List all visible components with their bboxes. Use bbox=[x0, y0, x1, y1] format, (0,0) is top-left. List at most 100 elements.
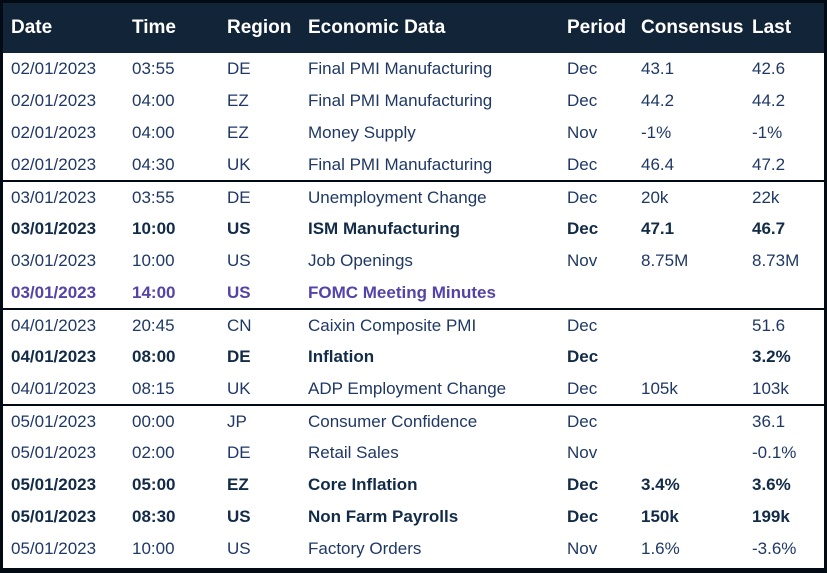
cell-period: Dec bbox=[567, 53, 641, 85]
cell-economic-data: Final PMI Manufacturing bbox=[308, 149, 567, 181]
cell-economic-data: Final PMI Manufacturing bbox=[308, 85, 567, 117]
cell-period: Nov bbox=[567, 117, 641, 149]
cell-period: Dec bbox=[567, 308, 641, 341]
cell-last: 103k bbox=[752, 373, 824, 405]
cell-economic-data: Final PMI Manufacturing bbox=[308, 53, 567, 85]
cell-time: 08:15 bbox=[132, 373, 227, 405]
cell-consensus: 47.1 bbox=[641, 213, 752, 245]
cell-last: -1% bbox=[752, 117, 824, 149]
cell-region: JP bbox=[227, 404, 308, 437]
cell-time: 03:55 bbox=[132, 53, 227, 85]
cell-consensus bbox=[641, 404, 752, 437]
cell-period: Dec bbox=[567, 469, 641, 501]
cell-date: 03/01/2023 bbox=[3, 213, 132, 245]
cell-region: US bbox=[227, 245, 308, 277]
cell-period: Dec bbox=[567, 213, 641, 245]
cell-last: 36.1 bbox=[752, 404, 824, 437]
cell-time: 02:00 bbox=[132, 437, 227, 469]
cell-period: Dec bbox=[567, 85, 641, 117]
cell-consensus bbox=[641, 308, 752, 341]
cell-region: EZ bbox=[227, 117, 308, 149]
table-row: 03/01/2023 10:00 US ISM Manufacturing De… bbox=[3, 213, 824, 245]
cell-last: -3.6% bbox=[752, 533, 824, 565]
cell-region: UK bbox=[227, 373, 308, 405]
cell-economic-data: ISM Manufacturing bbox=[308, 213, 567, 245]
cell-region: DE bbox=[227, 53, 308, 85]
cell-region: US bbox=[227, 277, 308, 309]
cell-period: Dec bbox=[567, 180, 641, 213]
cell-consensus bbox=[641, 341, 752, 373]
cell-date: 04/01/2023 bbox=[3, 373, 132, 405]
table-row: 05/01/2023 02:00 DE Retail Sales Nov -0.… bbox=[3, 437, 824, 469]
cell-last: 8.73M bbox=[752, 245, 824, 277]
cell-economic-data: Unemployment Change bbox=[308, 180, 567, 213]
cell-time: 14:00 bbox=[132, 277, 227, 309]
cell-economic-data: Job Openings bbox=[308, 245, 567, 277]
cell-region: US bbox=[227, 213, 308, 245]
cell-date: 03/01/2023 bbox=[3, 277, 132, 309]
cell-economic-data: Factory Orders bbox=[308, 533, 567, 565]
cell-time: 10:00 bbox=[132, 533, 227, 565]
cell-date: 03/01/2023 bbox=[3, 180, 132, 213]
cell-date: 04/01/2023 bbox=[3, 341, 132, 373]
cell-time: 10:00 bbox=[132, 213, 227, 245]
cell-last: 3.2% bbox=[752, 341, 824, 373]
cell-date: 04/01/2023 bbox=[3, 308, 132, 341]
table-row: 05/01/2023 05:00 EZ Core Inflation Dec 3… bbox=[3, 469, 824, 501]
cell-time: 04:00 bbox=[132, 85, 227, 117]
cell-region: DE bbox=[227, 180, 308, 213]
cell-last: 46.7 bbox=[752, 213, 824, 245]
cell-period: Dec bbox=[567, 501, 641, 533]
table-row: 04/01/2023 08:00 DE Inflation Dec 3.2% bbox=[3, 341, 824, 373]
cell-last: 44.2 bbox=[752, 85, 824, 117]
cell-region: US bbox=[227, 501, 308, 533]
header-region: Region bbox=[227, 3, 308, 53]
cell-last: 199k bbox=[752, 501, 824, 533]
cell-consensus: 150k bbox=[641, 501, 752, 533]
cell-date: 02/01/2023 bbox=[3, 85, 132, 117]
header-last: Last bbox=[752, 3, 824, 53]
cell-consensus: 1.6% bbox=[641, 533, 752, 565]
cell-date: 05/01/2023 bbox=[3, 404, 132, 437]
cell-consensus: -1% bbox=[641, 117, 752, 149]
cell-time: 03:55 bbox=[132, 180, 227, 213]
cell-region: CN bbox=[227, 308, 308, 341]
cell-last: 42.6 bbox=[752, 53, 824, 85]
cell-last: 3.6% bbox=[752, 469, 824, 501]
cell-time: 20:45 bbox=[132, 308, 227, 341]
table-row: 04/01/2023 08:15 UK ADP Employment Chang… bbox=[3, 373, 824, 405]
table-row: 03/01/2023 03:55 DE Unemployment Change … bbox=[3, 180, 824, 213]
cell-last: 47.2 bbox=[752, 149, 824, 181]
cell-economic-data: Caixin Composite PMI bbox=[308, 308, 567, 341]
cell-economic-data: ADP Employment Change bbox=[308, 373, 567, 405]
cell-time: 08:00 bbox=[132, 341, 227, 373]
calendar-table: Date Time Region Economic Data Period Co… bbox=[3, 3, 824, 565]
header-period: Period bbox=[567, 3, 641, 53]
cell-period bbox=[567, 277, 641, 309]
cell-date: 05/01/2023 bbox=[3, 437, 132, 469]
table-row: 02/01/2023 04:30 UK Final PMI Manufactur… bbox=[3, 149, 824, 181]
table-header: Date Time Region Economic Data Period Co… bbox=[3, 3, 824, 53]
table-row: 02/01/2023 03:55 DE Final PMI Manufactur… bbox=[3, 53, 824, 85]
table-row: 03/01/2023 10:00 US Job Openings Nov 8.7… bbox=[3, 245, 824, 277]
cell-period: Dec bbox=[567, 341, 641, 373]
cell-consensus: 43.1 bbox=[641, 53, 752, 85]
cell-region: EZ bbox=[227, 85, 308, 117]
cell-time: 04:00 bbox=[132, 117, 227, 149]
cell-region: DE bbox=[227, 341, 308, 373]
cell-economic-data: Consumer Confidence bbox=[308, 404, 567, 437]
table-row: 05/01/2023 08:30 US Non Farm Payrolls De… bbox=[3, 501, 824, 533]
cell-last: -0.1% bbox=[752, 437, 824, 469]
cell-consensus: 105k bbox=[641, 373, 752, 405]
table-row: 02/01/2023 04:00 EZ Final PMI Manufactur… bbox=[3, 85, 824, 117]
cell-consensus: 46.4 bbox=[641, 149, 752, 181]
cell-date: 05/01/2023 bbox=[3, 501, 132, 533]
cell-economic-data: Non Farm Payrolls bbox=[308, 501, 567, 533]
cell-period: Nov bbox=[567, 245, 641, 277]
cell-time: 00:00 bbox=[132, 404, 227, 437]
cell-period: Nov bbox=[567, 437, 641, 469]
cell-time: 08:30 bbox=[132, 501, 227, 533]
cell-economic-data: Money Supply bbox=[308, 117, 567, 149]
header-time: Time bbox=[132, 3, 227, 53]
